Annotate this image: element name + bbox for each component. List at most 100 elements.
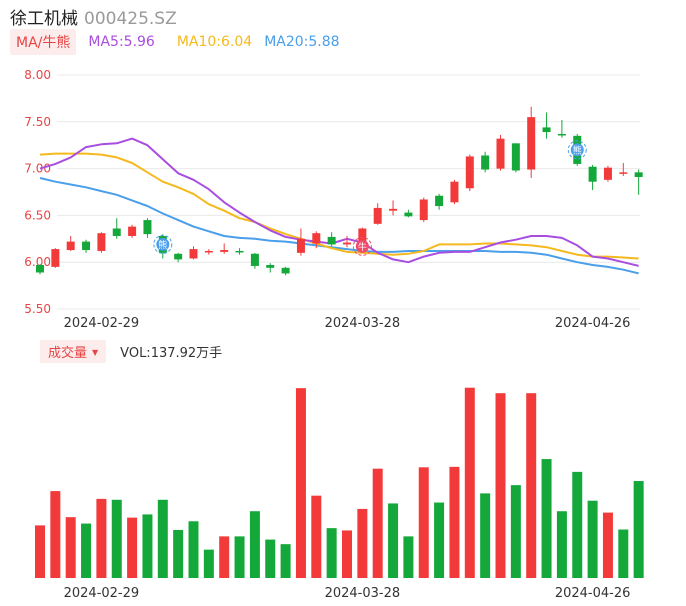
volume-x-tick-label: 2024-04-26 — [555, 586, 631, 601]
volume-bar — [618, 529, 629, 578]
volume-bar — [526, 393, 537, 578]
candle — [481, 151, 490, 173]
candle — [327, 232, 336, 247]
bull-icon: 牛 — [352, 236, 372, 256]
volume-x-tick-label: 2024-03-28 — [325, 586, 401, 601]
marker-dot — [355, 239, 369, 253]
candle — [143, 218, 152, 238]
candle-body — [220, 250, 229, 252]
volume-bar — [311, 495, 322, 578]
volume-bar — [434, 502, 445, 578]
candle-body — [82, 241, 91, 251]
marker-ring — [567, 140, 587, 160]
caret-down-icon: ▼ — [92, 347, 99, 357]
volume-bar — [142, 514, 153, 578]
marker-label: 牛 — [358, 241, 367, 253]
candle-body — [619, 172, 628, 174]
candle-body — [481, 155, 490, 170]
volume-bar — [510, 485, 521, 578]
ma5-legend: MA5:5.96 — [88, 34, 155, 50]
candle — [511, 143, 520, 173]
candle — [250, 252, 259, 269]
volume-bar — [127, 517, 138, 578]
volume-bar — [173, 529, 184, 578]
candle — [373, 203, 382, 225]
candle — [51, 248, 60, 268]
volume-bar — [157, 499, 168, 578]
stock-code: 000425.SZ — [84, 9, 177, 29]
candle-body — [404, 212, 413, 217]
price-x-tick-label: 2024-04-26 — [555, 316, 631, 331]
candle-body — [435, 195, 444, 207]
candle-body — [373, 207, 382, 224]
candle-body — [97, 233, 106, 251]
candle-body — [250, 253, 259, 266]
y-tick-label: 5.50 — [24, 302, 51, 316]
candle-body — [358, 228, 367, 244]
candle — [465, 154, 474, 192]
candle — [527, 106, 536, 178]
candle — [419, 197, 428, 222]
candle — [296, 228, 305, 256]
candle-body — [527, 117, 536, 170]
volume-bar — [35, 525, 45, 578]
volume-indicator-selector[interactable]: 成交量 ▼ — [40, 339, 107, 363]
volume-bar — [357, 508, 368, 578]
stock-title: 徐工机械 000425.SZ — [10, 4, 177, 29]
candle-body — [143, 220, 152, 235]
volume-bar — [65, 517, 76, 578]
candle — [266, 263, 275, 273]
bull-bear-markers: 熊牛熊 — [153, 140, 587, 256]
candle — [128, 224, 137, 238]
volume-bar — [188, 521, 199, 578]
volume-bar — [249, 511, 260, 578]
marker-dot — [570, 143, 584, 157]
candle — [312, 231, 321, 249]
volume-bar — [280, 544, 291, 578]
volume-bar — [96, 498, 107, 578]
volume-value: VOL:137.92万手 — [120, 345, 223, 361]
candle-body — [266, 265, 275, 268]
candle — [220, 243, 229, 254]
volume-bar — [342, 530, 352, 578]
marker-ring — [352, 236, 372, 256]
candle — [496, 134, 505, 171]
candle-body — [511, 143, 520, 171]
volume-bar — [403, 536, 414, 578]
candle-body — [419, 199, 428, 221]
marker-ring — [153, 234, 173, 254]
volume-bar — [541, 459, 552, 578]
candle-body — [634, 172, 643, 178]
marker-label: 熊 — [158, 239, 167, 251]
candle-body — [496, 138, 505, 169]
ma-indicator-selector[interactable]: MA/牛熊 — [10, 29, 77, 55]
candle — [619, 162, 628, 177]
candle — [281, 266, 290, 276]
volume-bar — [602, 512, 613, 578]
ma10-line — [39, 152, 639, 260]
candle-body — [542, 127, 551, 133]
candle — [235, 248, 244, 255]
ma-legend: MA/牛熊 MA5:5.96 MA10:6.04 MA20:5.88 — [10, 29, 340, 55]
candle-body — [36, 265, 44, 273]
volume-bar — [556, 511, 567, 578]
volume-bar — [50, 491, 61, 578]
candle — [588, 164, 597, 191]
volume-bar — [219, 536, 230, 578]
ma10-legend: MA10:6.04 — [176, 34, 253, 50]
y-tick-label: 6.00 — [24, 255, 51, 269]
y-tick-label: 6.50 — [24, 208, 51, 222]
candle-body — [204, 250, 213, 253]
candle-body — [312, 233, 321, 244]
candle-body — [128, 226, 137, 236]
candle-body — [327, 236, 336, 245]
candle — [204, 249, 213, 255]
candle-body — [51, 249, 60, 267]
candle-body — [450, 181, 459, 203]
candle — [343, 235, 351, 248]
volume-bar — [81, 523, 92, 578]
candle-body — [296, 238, 305, 253]
candle — [97, 232, 106, 253]
volume-x-tick-label: 2024-02-29 — [64, 586, 140, 601]
volume-bar — [203, 549, 214, 578]
